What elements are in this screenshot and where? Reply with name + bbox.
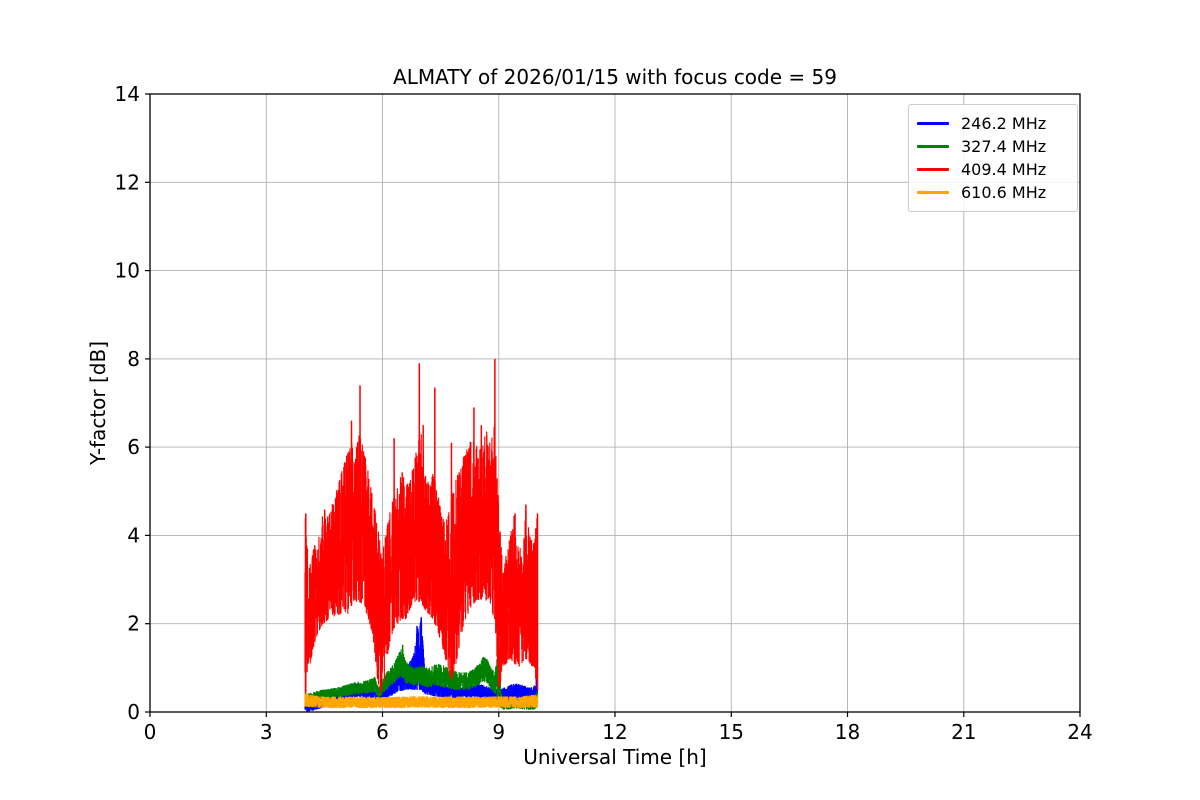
- x-ticks: [149, 712, 1081, 717]
- svg-text:3: 3: [260, 720, 273, 744]
- svg-text:18: 18: [835, 720, 860, 744]
- legend-line-sample-610-6-mhz: [917, 191, 949, 194]
- svg-text:2: 2: [127, 612, 140, 636]
- svg-text:21: 21: [951, 720, 976, 744]
- svg-text:12: 12: [602, 720, 627, 744]
- x-tick-labels: 0 3 6 9 12 15 18 21 24: [144, 720, 1093, 744]
- svg-text:12: 12: [115, 170, 140, 194]
- legend-item: 327.4 MHz: [917, 135, 1069, 158]
- legend-line-sample-327-4-mhz: [917, 145, 949, 148]
- legend-label: 327.4 MHz: [961, 137, 1047, 156]
- chart-title: ALMATY of 2026/01/15 with focus code = 5…: [393, 65, 837, 89]
- legend: 246.2 MHz 327.4 MHz 409.4 MHz 610.6 MHz: [908, 104, 1078, 212]
- svg-text:0: 0: [127, 700, 140, 724]
- svg-text:4: 4: [127, 523, 140, 547]
- svg-text:0: 0: [144, 720, 157, 744]
- series-409-4-mhz-spikes: [305, 358, 539, 694]
- legend-label: 610.6 MHz: [961, 183, 1047, 202]
- legend-item: 409.4 MHz: [917, 158, 1069, 181]
- legend-line-sample-409-4-mhz: [917, 168, 949, 171]
- y-ticks: [145, 93, 150, 713]
- svg-text:15: 15: [719, 720, 744, 744]
- svg-text:6: 6: [127, 435, 140, 459]
- series-610-6-mhz: [304, 693, 539, 709]
- y-tick-labels: 0 2 4 6 8 10 12 14: [115, 82, 140, 724]
- legend-item: 610.6 MHz: [917, 181, 1069, 204]
- svg-text:9: 9: [492, 720, 505, 744]
- legend-item: 246.2 MHz: [917, 112, 1069, 135]
- legend-label: 246.2 MHz: [961, 114, 1047, 133]
- svg-text:10: 10: [115, 259, 140, 283]
- svg-text:24: 24: [1067, 720, 1092, 744]
- legend-label: 409.4 MHz: [961, 160, 1047, 179]
- svg-text:6: 6: [376, 720, 389, 744]
- svg-text:14: 14: [115, 82, 140, 106]
- x-axis-label: Universal Time [h]: [523, 745, 707, 769]
- legend-line-sample-246-2-mhz: [917, 122, 949, 125]
- y-axis-label: Y-factor [dB]: [86, 340, 110, 466]
- svg-text:8: 8: [127, 347, 140, 371]
